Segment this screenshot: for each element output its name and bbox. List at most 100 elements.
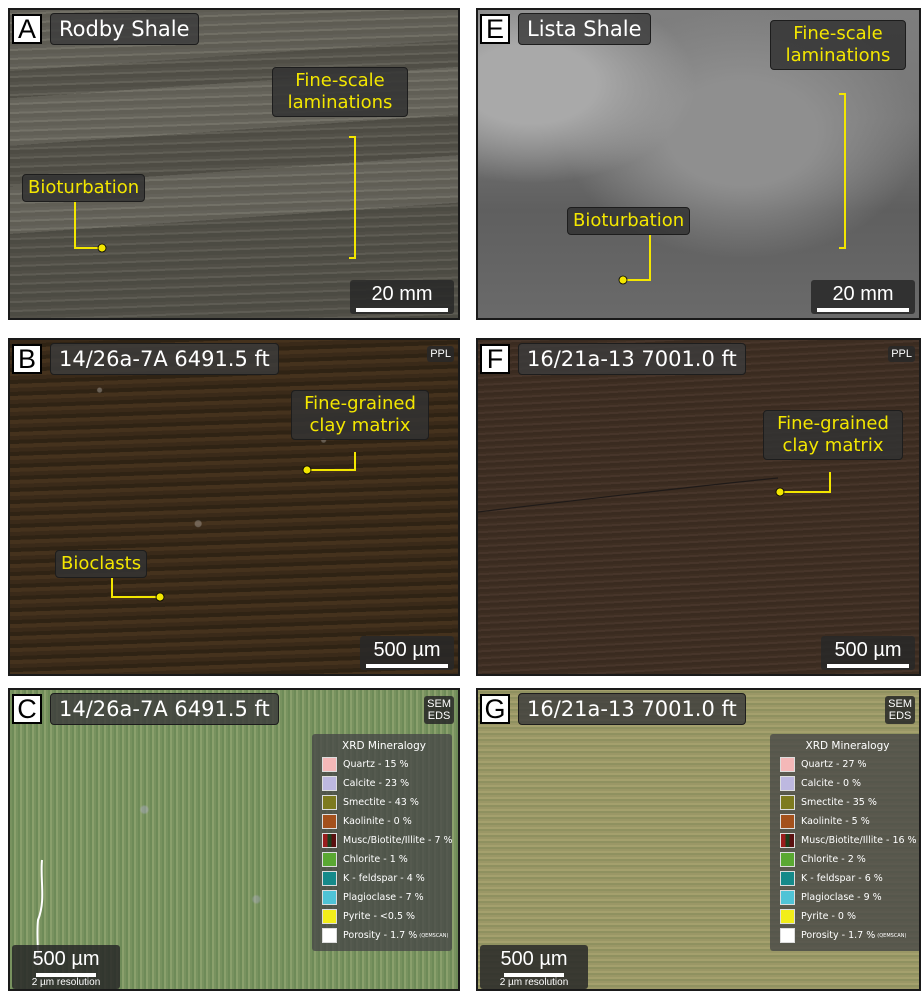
scale-label: 20 mm	[371, 283, 433, 305]
annotation-bioturbation: Bioturbation	[22, 174, 146, 202]
legend-label: Kaolinite - 0 %	[343, 816, 412, 827]
legend-swatch	[322, 795, 337, 810]
ppl-tag: PPL	[427, 346, 454, 362]
resolution-label: 2 µm resolution	[499, 977, 569, 988]
scale-bar: 500 µm 2 µm resolution	[12, 945, 120, 989]
legend-item: Plagioclase - 9 %	[780, 890, 915, 905]
xrd-legend: XRD Mineralogy Quartz - 27 % Calcite - 0 …	[770, 734, 919, 951]
legend-item: Chlorite - 2 %	[780, 852, 915, 867]
legend-swatch	[322, 833, 337, 848]
xrd-legend: XRD Mineralogy Quartz - 15 % Calcite - 23…	[312, 734, 453, 951]
panel-title: Rodby Shale	[50, 13, 199, 45]
legend-label: Calcite - 23 %	[343, 778, 410, 789]
legend-label: Porosity - 1.7 %	[801, 930, 876, 941]
legend-swatch	[780, 928, 795, 943]
panel-letter: A	[12, 14, 42, 44]
legend-item: Quartz - 15 %	[322, 757, 446, 772]
legend-item: Porosity - 1.7 % (QEMSCAN)	[780, 928, 915, 943]
legend-item: Pyrite - <0.5 %	[322, 909, 446, 924]
scale-label: 20 mm	[832, 283, 894, 305]
legend-item: Kaolinite - 0 %	[322, 814, 446, 829]
panel-title: 14/26a-7A 6491.5 ft	[50, 693, 279, 725]
legend-label: K - feldspar - 6 %	[801, 873, 883, 884]
legend-item: K - feldspar - 4 %	[322, 871, 446, 886]
panel-a: A Rodby Shale Fine-scale laminations Bio…	[8, 8, 460, 320]
legend-swatch	[780, 890, 795, 905]
legend-swatch	[780, 871, 795, 886]
panel-e: E Lista Shale Fine-scale laminations Bio…	[476, 8, 921, 320]
scale-label: 500 µm	[834, 639, 902, 661]
legend-label: Chlorite - 1 %	[343, 854, 408, 865]
legend-label: Quartz - 27 %	[801, 759, 867, 770]
scale-label: 500 µm	[32, 948, 100, 970]
legend-swatch	[780, 776, 795, 791]
scale-bar: 500 µm	[821, 636, 915, 670]
legend-label: Pyrite - <0.5 %	[343, 911, 416, 922]
legend-title: XRD Mineralogy	[805, 740, 890, 752]
legend-swatch	[322, 890, 337, 905]
legend-label: Porosity - 1.7 %	[343, 930, 418, 941]
legend-sublabel: (QEMSCAN)	[877, 932, 907, 939]
sem-eds-tag: SEM EDS	[885, 696, 915, 724]
legend-swatch	[322, 814, 337, 829]
panel-b: B 14/26a-7A 6491.5 ft PPL Fine-grained c…	[8, 338, 460, 676]
legend-swatch	[322, 871, 337, 886]
legend-item: Kaolinite - 5 %	[780, 814, 915, 829]
panel-letter: E	[480, 14, 510, 44]
legend-sublabel: (QEMSCAN)	[419, 932, 449, 939]
panel-title: 14/26a-7A 6491.5 ft	[50, 343, 279, 375]
legend-swatch	[780, 757, 795, 772]
annotation-clay-matrix: Fine-grained clay matrix	[291, 390, 429, 440]
scale-bar: 20 mm	[811, 280, 915, 314]
panel-letter: C	[12, 694, 42, 724]
legend-item: Musc/Biotite/Illite - 16 %	[780, 833, 917, 848]
legend-item: Chlorite - 1 %	[322, 852, 446, 867]
legend-item: Calcite - 0 %	[780, 776, 915, 791]
scale-bar: 500 µm	[360, 636, 454, 670]
legend-swatch	[780, 795, 795, 810]
panel-letter: B	[12, 344, 42, 374]
panel-title: Lista Shale	[518, 13, 651, 45]
core-photo	[10, 10, 458, 318]
legend-label: Plagioclase - 9 %	[801, 892, 882, 903]
legend-label: Musc/Biotite/Illite - 7 %	[343, 835, 453, 846]
panel-c: C 14/26a-7A 6491.5 ft SEM EDS XRD Minera…	[8, 688, 460, 991]
legend-label: Musc/Biotite/Illite - 16 %	[801, 835, 917, 846]
legend-label: Calcite - 0 %	[801, 778, 862, 789]
ppl-tag: PPL	[888, 346, 915, 362]
legend-label: Pyrite - 0 %	[801, 911, 857, 922]
legend-label: Kaolinite - 5 %	[801, 816, 870, 827]
legend-item: Porosity - 1.7 % (QEMSCAN)	[322, 928, 449, 943]
legend-item: Quartz - 27 %	[780, 757, 915, 772]
legend-label: K - feldspar - 4 %	[343, 873, 425, 884]
annotation-laminations: Fine-scale laminations	[272, 67, 408, 117]
panel-g: G 16/21a-13 7001.0 ft SEM EDS XRD Minera…	[476, 688, 921, 991]
legend-label: Chlorite - 2 %	[801, 854, 866, 865]
legend-label: Smectite - 35 %	[801, 797, 877, 808]
legend-swatch	[780, 852, 795, 867]
legend-swatch	[780, 909, 795, 924]
legend-swatch	[322, 776, 337, 791]
scale-bar: 500 µm 2 µm resolution	[480, 945, 588, 989]
panel-title: 16/21a-13 7001.0 ft	[518, 693, 746, 725]
legend-swatch	[322, 909, 337, 924]
annotation-laminations: Fine-scale laminations	[770, 20, 906, 70]
legend-swatch	[322, 757, 337, 772]
legend-swatch	[322, 852, 337, 867]
resolution-label: 2 µm resolution	[31, 977, 101, 988]
legend-item: Musc/Biotite/Illite - 7 %	[322, 833, 453, 848]
legend-swatch	[780, 814, 795, 829]
legend-label: Plagioclase - 7 %	[343, 892, 424, 903]
panel-letter: F	[480, 344, 510, 374]
scale-label: 500 µm	[373, 639, 441, 661]
legend-swatch	[322, 928, 337, 943]
legend-item: Smectite - 35 %	[780, 795, 915, 810]
legend-item: Smectite - 43 %	[322, 795, 446, 810]
legend-item: Pyrite - 0 %	[780, 909, 915, 924]
panel-letter: G	[480, 694, 510, 724]
legend-label: Quartz - 15 %	[343, 759, 409, 770]
scale-bar: 20 mm	[350, 280, 454, 314]
legend-title: XRD Mineralogy	[342, 740, 426, 752]
legend-label: Smectite - 43 %	[343, 797, 419, 808]
panel-f: F 16/21a-13 7001.0 ft PPL Fine-grained c…	[476, 338, 921, 676]
